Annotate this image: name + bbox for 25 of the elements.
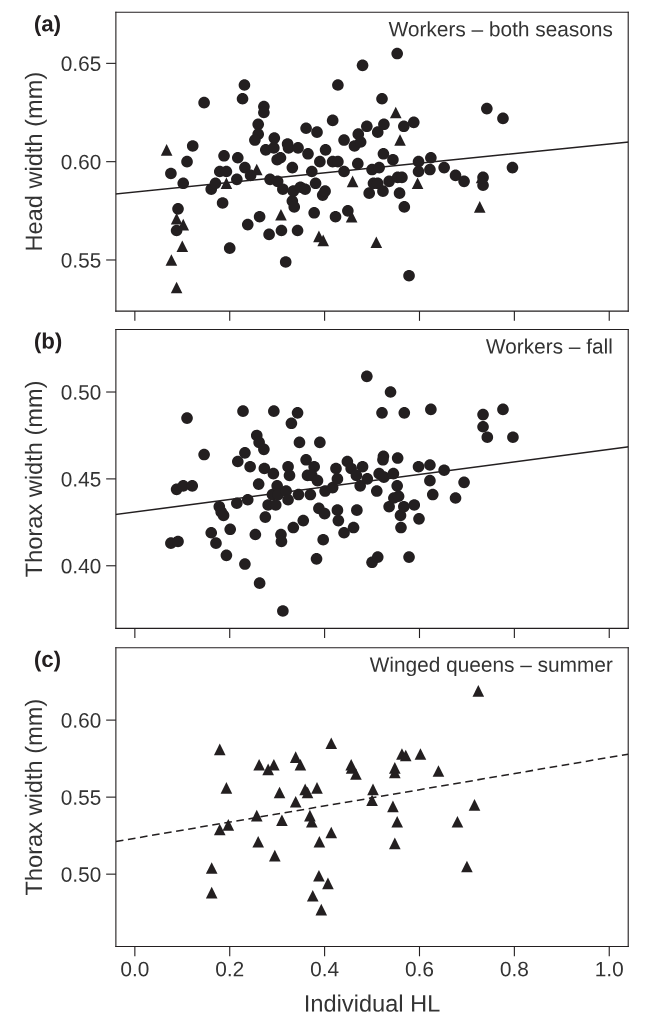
annotation: Workers – fall [485, 338, 612, 354]
y-tick-label: 0.50 [61, 385, 101, 400]
y-tick-label: 0.55 [61, 790, 101, 805]
y-tick-label: 0.60 [61, 713, 101, 728]
y-axis-title: Head width (mm) [24, 73, 47, 250]
text: (c) [35, 650, 60, 672]
y-tick-label: 0.40 [61, 558, 101, 574]
x-tick-label: 0.4 [310, 961, 339, 977]
y-tick-label: 0.60 [61, 154, 101, 170]
x-tick-label: 0.6 [405, 961, 434, 977]
x-tick-label: 0.0 [121, 961, 149, 977]
y-axis-title: Thorax width (mm) [24, 700, 47, 895]
x-tick-label: 0.2 [216, 961, 244, 977]
text: (b) [35, 332, 62, 354]
text: (a) [35, 15, 60, 36]
x-tick-label: 1.0 [596, 961, 623, 977]
y-axis-title: Thorax width (mm) [24, 381, 47, 577]
annotation: Winged queens – summer [369, 656, 613, 677]
y-tick-label: 0.65 [61, 56, 101, 72]
y-tick-label: 0.50 [61, 867, 101, 882]
x-axis-title: Individual HL [305, 994, 440, 1012]
y-tick-label: 0.45 [61, 471, 101, 487]
annotation: Workers – both seasons [388, 21, 613, 37]
y-tick-label: 0.55 [61, 252, 101, 268]
x-tick-label: 0.8 [500, 961, 528, 977]
